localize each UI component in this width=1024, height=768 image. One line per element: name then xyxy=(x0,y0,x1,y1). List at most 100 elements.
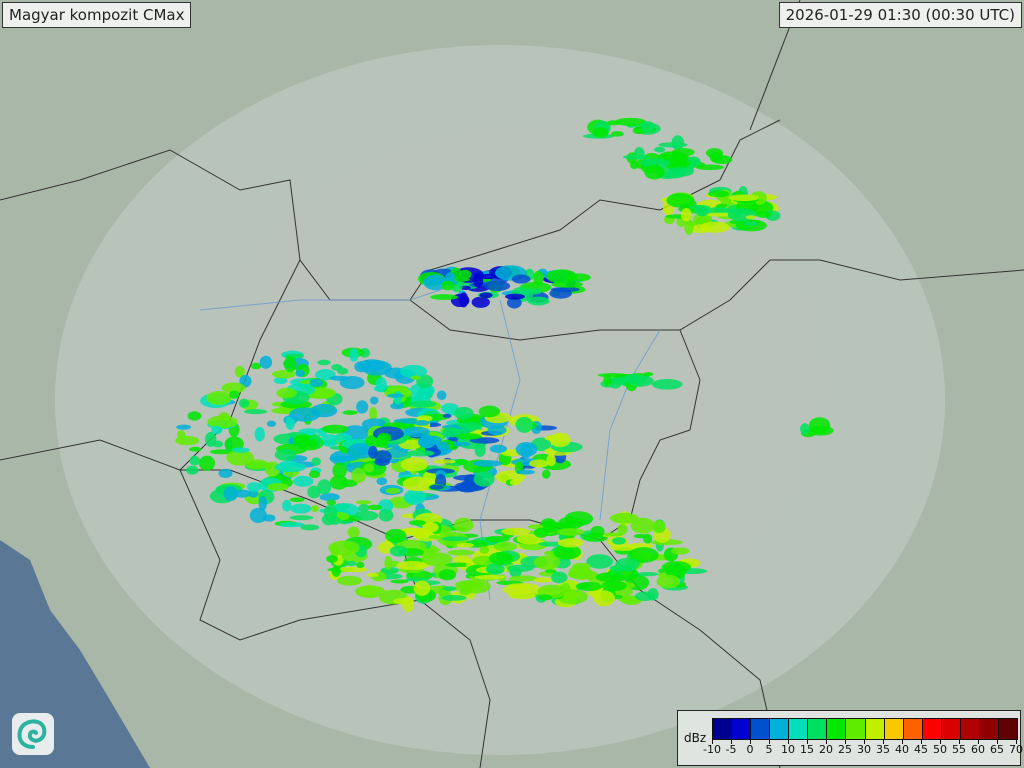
radar-echo xyxy=(507,564,534,572)
radar-echo xyxy=(369,406,378,421)
radar-echo xyxy=(615,557,640,571)
legend-swatch xyxy=(884,719,904,739)
radar-echo xyxy=(422,522,439,533)
radar-echo xyxy=(337,367,349,375)
radar-echo xyxy=(402,426,431,438)
radar-echo xyxy=(355,585,385,598)
radar-echo xyxy=(675,161,692,166)
radar-echo xyxy=(546,454,556,467)
legend-tick xyxy=(1016,739,1017,744)
legend-tick-label: 35 xyxy=(876,743,890,756)
radar-echo xyxy=(643,372,654,377)
radar-echo xyxy=(456,542,474,548)
legend-tick-label: 20 xyxy=(819,743,833,756)
radar-echo xyxy=(233,489,252,498)
radar-echo xyxy=(745,215,756,220)
radar-echo xyxy=(707,190,730,198)
radar-echo xyxy=(354,510,379,521)
legend-swatch xyxy=(713,719,733,739)
radar-echo xyxy=(505,293,525,300)
legend-tick-label: 40 xyxy=(895,743,909,756)
radar-echo xyxy=(317,479,332,495)
radar-echo xyxy=(543,550,557,556)
radar-echo xyxy=(238,398,250,408)
radar-echo xyxy=(278,522,305,528)
radar-echo xyxy=(413,420,430,426)
radar-echo xyxy=(473,272,484,289)
radar-echo xyxy=(244,409,268,415)
radar-echo xyxy=(310,505,319,512)
radar-echo xyxy=(515,441,538,457)
legend-swatch xyxy=(922,719,942,739)
radar-echo xyxy=(326,555,338,563)
radar-echo xyxy=(653,146,666,153)
legend-tick xyxy=(731,739,732,744)
radar-echo xyxy=(380,567,399,574)
radar-echo xyxy=(609,544,640,551)
radar-echo xyxy=(529,459,549,468)
radar-echo xyxy=(386,393,405,398)
radar-echo xyxy=(400,457,429,472)
legend-swatch xyxy=(998,719,1017,739)
legend-tick xyxy=(826,739,827,744)
radar-echo xyxy=(706,212,735,217)
legend-tick xyxy=(978,739,979,744)
radar-echo xyxy=(189,455,201,466)
radar-echo xyxy=(331,565,341,577)
radar-echo xyxy=(433,459,456,464)
radar-echo xyxy=(442,413,452,419)
radar-echo xyxy=(347,526,360,538)
radar-echo xyxy=(428,534,440,539)
radar-echo xyxy=(728,194,760,202)
radar-echo xyxy=(348,348,359,362)
radar-echo xyxy=(339,479,358,487)
radar-echo xyxy=(393,597,414,605)
radar-echo xyxy=(484,280,511,292)
radar-echo xyxy=(385,487,401,494)
radar-echo xyxy=(337,566,369,573)
radar-echo xyxy=(506,296,522,309)
radar-echo xyxy=(590,525,605,538)
radar-echo xyxy=(366,572,379,578)
dbz-legend: dBz -10 -5 0 5 10 15 20 25 30 35 40 45 50 55 60 65 70 xyxy=(677,710,1023,766)
radar-echo xyxy=(289,407,321,422)
radar-echo xyxy=(295,369,305,377)
legend-swatch xyxy=(903,719,923,739)
radar-echo xyxy=(389,545,409,557)
radar-echo xyxy=(592,127,609,138)
radar-echo xyxy=(668,167,691,174)
radar-echo xyxy=(551,571,568,584)
legend-tick xyxy=(940,739,941,744)
radar-echo xyxy=(356,400,369,414)
radar-echo xyxy=(426,278,443,285)
radar-echo xyxy=(282,499,292,512)
legend-tick xyxy=(959,739,960,744)
legend-tick xyxy=(712,739,713,744)
legend-tick xyxy=(902,739,903,744)
radar-echo xyxy=(686,156,701,168)
radar-echo xyxy=(479,546,490,554)
radar-echo xyxy=(478,405,501,418)
radar-echo xyxy=(533,270,544,286)
legend-tick-label: 10 xyxy=(781,743,795,756)
radar-echo xyxy=(438,569,457,581)
radar-echo xyxy=(622,154,650,160)
radar-echo xyxy=(611,131,624,137)
radar-echo xyxy=(666,193,694,208)
radar-echo xyxy=(254,427,265,442)
radar-echo xyxy=(628,547,659,563)
radar-echo xyxy=(211,425,223,435)
radar-echo xyxy=(231,447,250,453)
radar-echo xyxy=(324,504,338,521)
radar-echo xyxy=(455,580,484,589)
radar-echo xyxy=(390,579,409,584)
radar-echo xyxy=(221,382,246,394)
radar-echo xyxy=(274,449,297,461)
radar-echo xyxy=(516,533,542,545)
radar-echo xyxy=(356,561,365,569)
radar-echo xyxy=(375,376,387,392)
radar-echo xyxy=(743,221,758,226)
radar-echo xyxy=(541,469,551,479)
radar-echo xyxy=(285,416,296,431)
